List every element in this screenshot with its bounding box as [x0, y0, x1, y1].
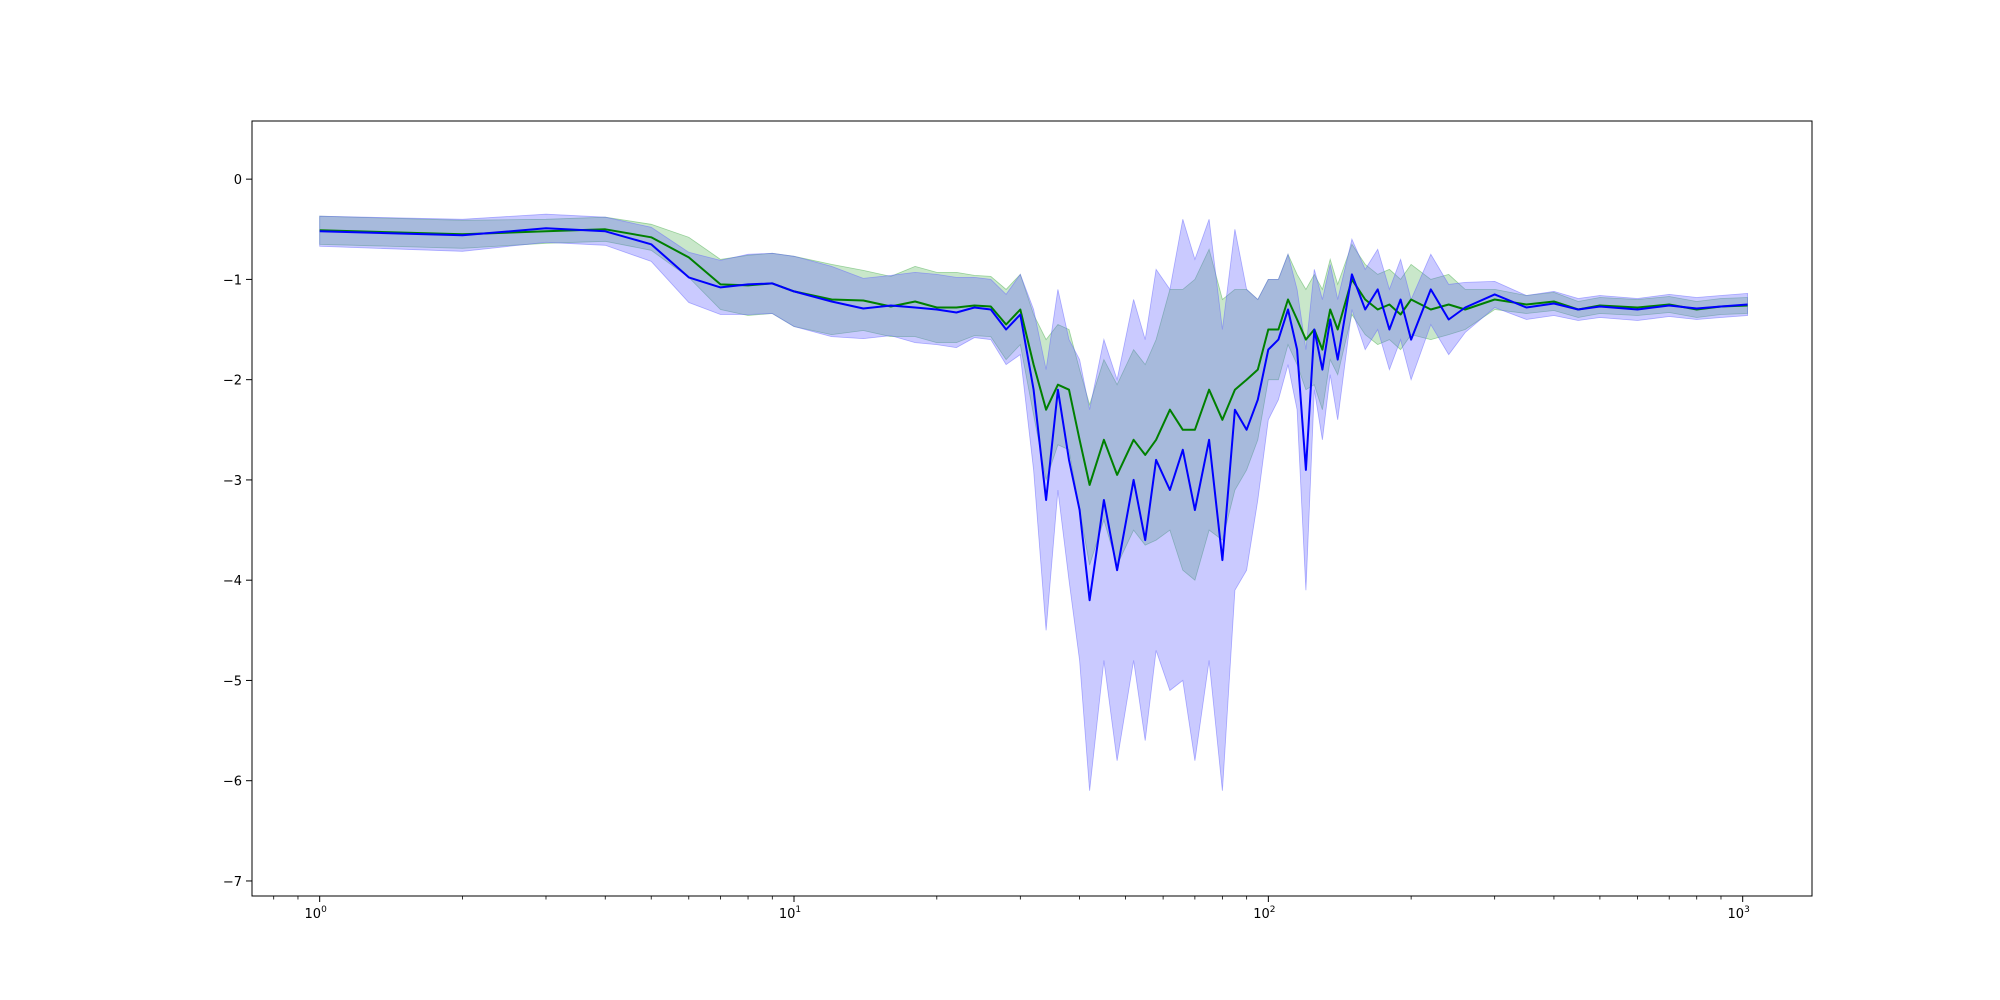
- confidence-bands: [319, 213, 1748, 791]
- x-tick-label: 101: [779, 905, 801, 922]
- y-tick-label: 0: [234, 173, 242, 188]
- y-tick-label: −1: [223, 273, 242, 288]
- series-2-line: [319, 227, 1748, 602]
- series-lines: [319, 227, 1748, 602]
- series-1-line: [319, 228, 1748, 486]
- x-axis: 100 101 102 103: [273, 896, 1750, 922]
- y-axis: 0 −1 −2 −3 −4 −5 −6 −7: [223, 173, 252, 890]
- x-tick-label: 102: [1253, 905, 1275, 922]
- y-tick-label: −4: [223, 574, 242, 589]
- series-2-band: [319, 213, 1748, 791]
- y-tick-label: −6: [223, 775, 242, 790]
- x-tick-label: 103: [1728, 905, 1750, 922]
- y-tick-label: −2: [223, 374, 242, 389]
- x-tick-label: 100: [305, 905, 328, 922]
- plot-area-frame: [251, 120, 1813, 897]
- y-tick-label: −5: [223, 674, 242, 689]
- y-tick-label: −7: [223, 875, 242, 890]
- y-tick-label: −3: [223, 474, 242, 489]
